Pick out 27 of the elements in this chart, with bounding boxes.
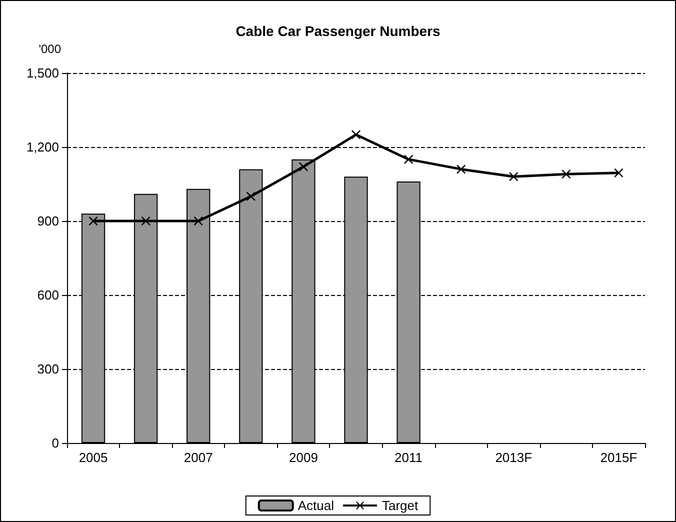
y-tick-label: 600 xyxy=(37,288,59,302)
legend-label: Actual xyxy=(298,498,334,513)
x-tick-label: 2013F xyxy=(495,450,532,465)
point xyxy=(298,162,308,172)
y-tick-label: 0 xyxy=(52,436,59,450)
x-tick-label: 2015F xyxy=(600,450,638,465)
point xyxy=(141,216,150,226)
x-tick-label: 2009 xyxy=(288,450,318,465)
y-tick-label: 900 xyxy=(37,214,59,228)
point xyxy=(456,164,466,174)
point xyxy=(404,154,414,164)
x-tick-label: 2011 xyxy=(394,450,423,465)
y-tick-label: 1,200 xyxy=(26,140,59,154)
point xyxy=(614,168,624,178)
y-tick-label: 300 xyxy=(37,362,59,376)
point xyxy=(88,216,98,226)
y-tick-label: 1,500 xyxy=(26,66,59,80)
y-axis-title: '000 xyxy=(38,42,62,56)
legend-label: Target xyxy=(382,498,419,513)
point xyxy=(562,170,571,179)
point xyxy=(352,130,360,140)
point xyxy=(194,216,203,226)
point xyxy=(246,192,256,201)
x-tick-label: 2007 xyxy=(184,450,213,465)
x-tick-label: 2005 xyxy=(78,450,108,465)
point xyxy=(509,172,518,182)
chart-title: Cable Car Passenger Numbers xyxy=(236,23,441,39)
